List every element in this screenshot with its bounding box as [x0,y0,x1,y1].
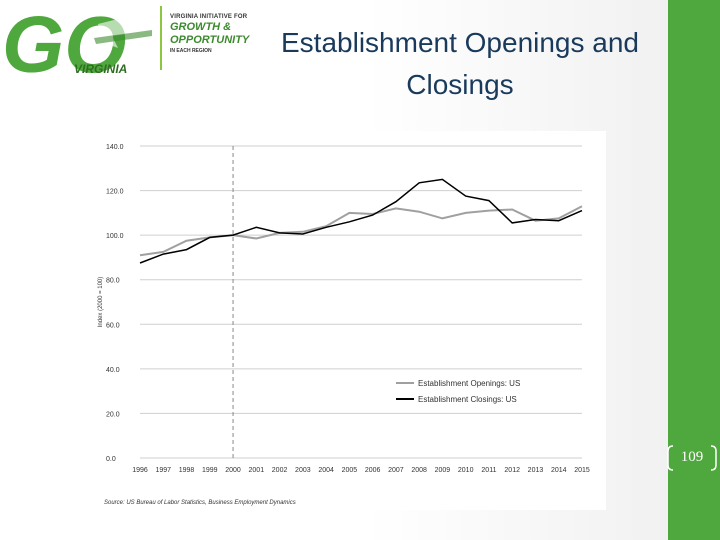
go-logo-text: GO [2,2,126,80]
y-tick-label: 40.0 [106,367,120,374]
x-tick-label: 1996 [132,467,148,474]
x-tick-label: 2014 [551,467,567,474]
legend-label: Establishment Closings: US [418,395,517,404]
x-tick-label: 1998 [179,467,195,474]
x-tick-label: 2002 [272,467,288,474]
x-tick-label: 2005 [342,467,358,474]
chart-source: Source: US Bureau of Labor Statistics, B… [104,500,296,506]
logo-virginia-text: VIRGINIA [74,62,128,76]
x-tick-label: 2011 [481,467,496,474]
y-tick-label: 140.0 [106,144,124,151]
x-tick-label: 2010 [458,467,474,474]
logo-big-line2: OPPORTUNITY [170,34,250,46]
x-tick-label: 2012 [504,467,520,474]
x-tick-label: 2004 [318,467,334,474]
chart-panel [96,131,606,510]
page-number: 109 [665,443,719,473]
x-tick-label: 1999 [202,467,218,474]
logo-big-line1: GROWTH & [170,21,232,33]
logo-divider [160,6,162,70]
y-tick-label: 0.0 [106,456,116,463]
y-tick-label: 120.0 [106,189,124,196]
series-line-openings [139,205,583,257]
x-tick-label: 2001 [249,467,265,474]
x-tick-label: 2008 [411,467,427,474]
x-tick-label: 2015 [574,467,590,474]
page-number-text: 109 [680,449,704,465]
go-virginia-logo: GO [2,0,162,89]
y-tick-label: 100.0 [106,233,124,240]
legend-label: Establishment Openings: US [418,379,520,388]
x-tick-label: 2009 [435,467,451,474]
logo-tagline: VIRGINIA INITIATIVE FOR GROWTH & OPPORTU… [170,14,270,54]
slide-title-line2: Closings [406,69,514,100]
x-tick-label: 2000 [225,467,241,474]
slide-title: Establishment Openings and Closings [250,22,670,106]
y-tick-label: 80.0 [106,278,120,285]
x-tick-label: 2007 [388,467,404,474]
logo-region-text: IN EACH REGION [170,48,212,54]
go-logo-icon: GO [2,0,152,89]
line-chart: 0.0 20.0 40.0 60.0 80.0 100.0 120.0 140.0 1996 19… [98,144,590,506]
page-number-brackets [667,445,717,471]
x-tick-label: 1997 [155,467,171,474]
x-tick-label: 2006 [365,467,381,474]
y-tick-label: 20.0 [106,411,120,418]
y-tick-label: 60.0 [106,322,120,329]
series-line-closings [139,178,583,264]
x-tick-label: 2013 [528,467,544,474]
slide-title-line1: Establishment Openings and [281,27,639,58]
y-axis-label: Index (2000 = 100) [98,277,104,328]
x-tick-label: 2003 [295,467,311,474]
logo-small-text: VIRGINIA INITIATIVE FOR [170,14,248,20]
right-accent-bar [668,0,720,540]
